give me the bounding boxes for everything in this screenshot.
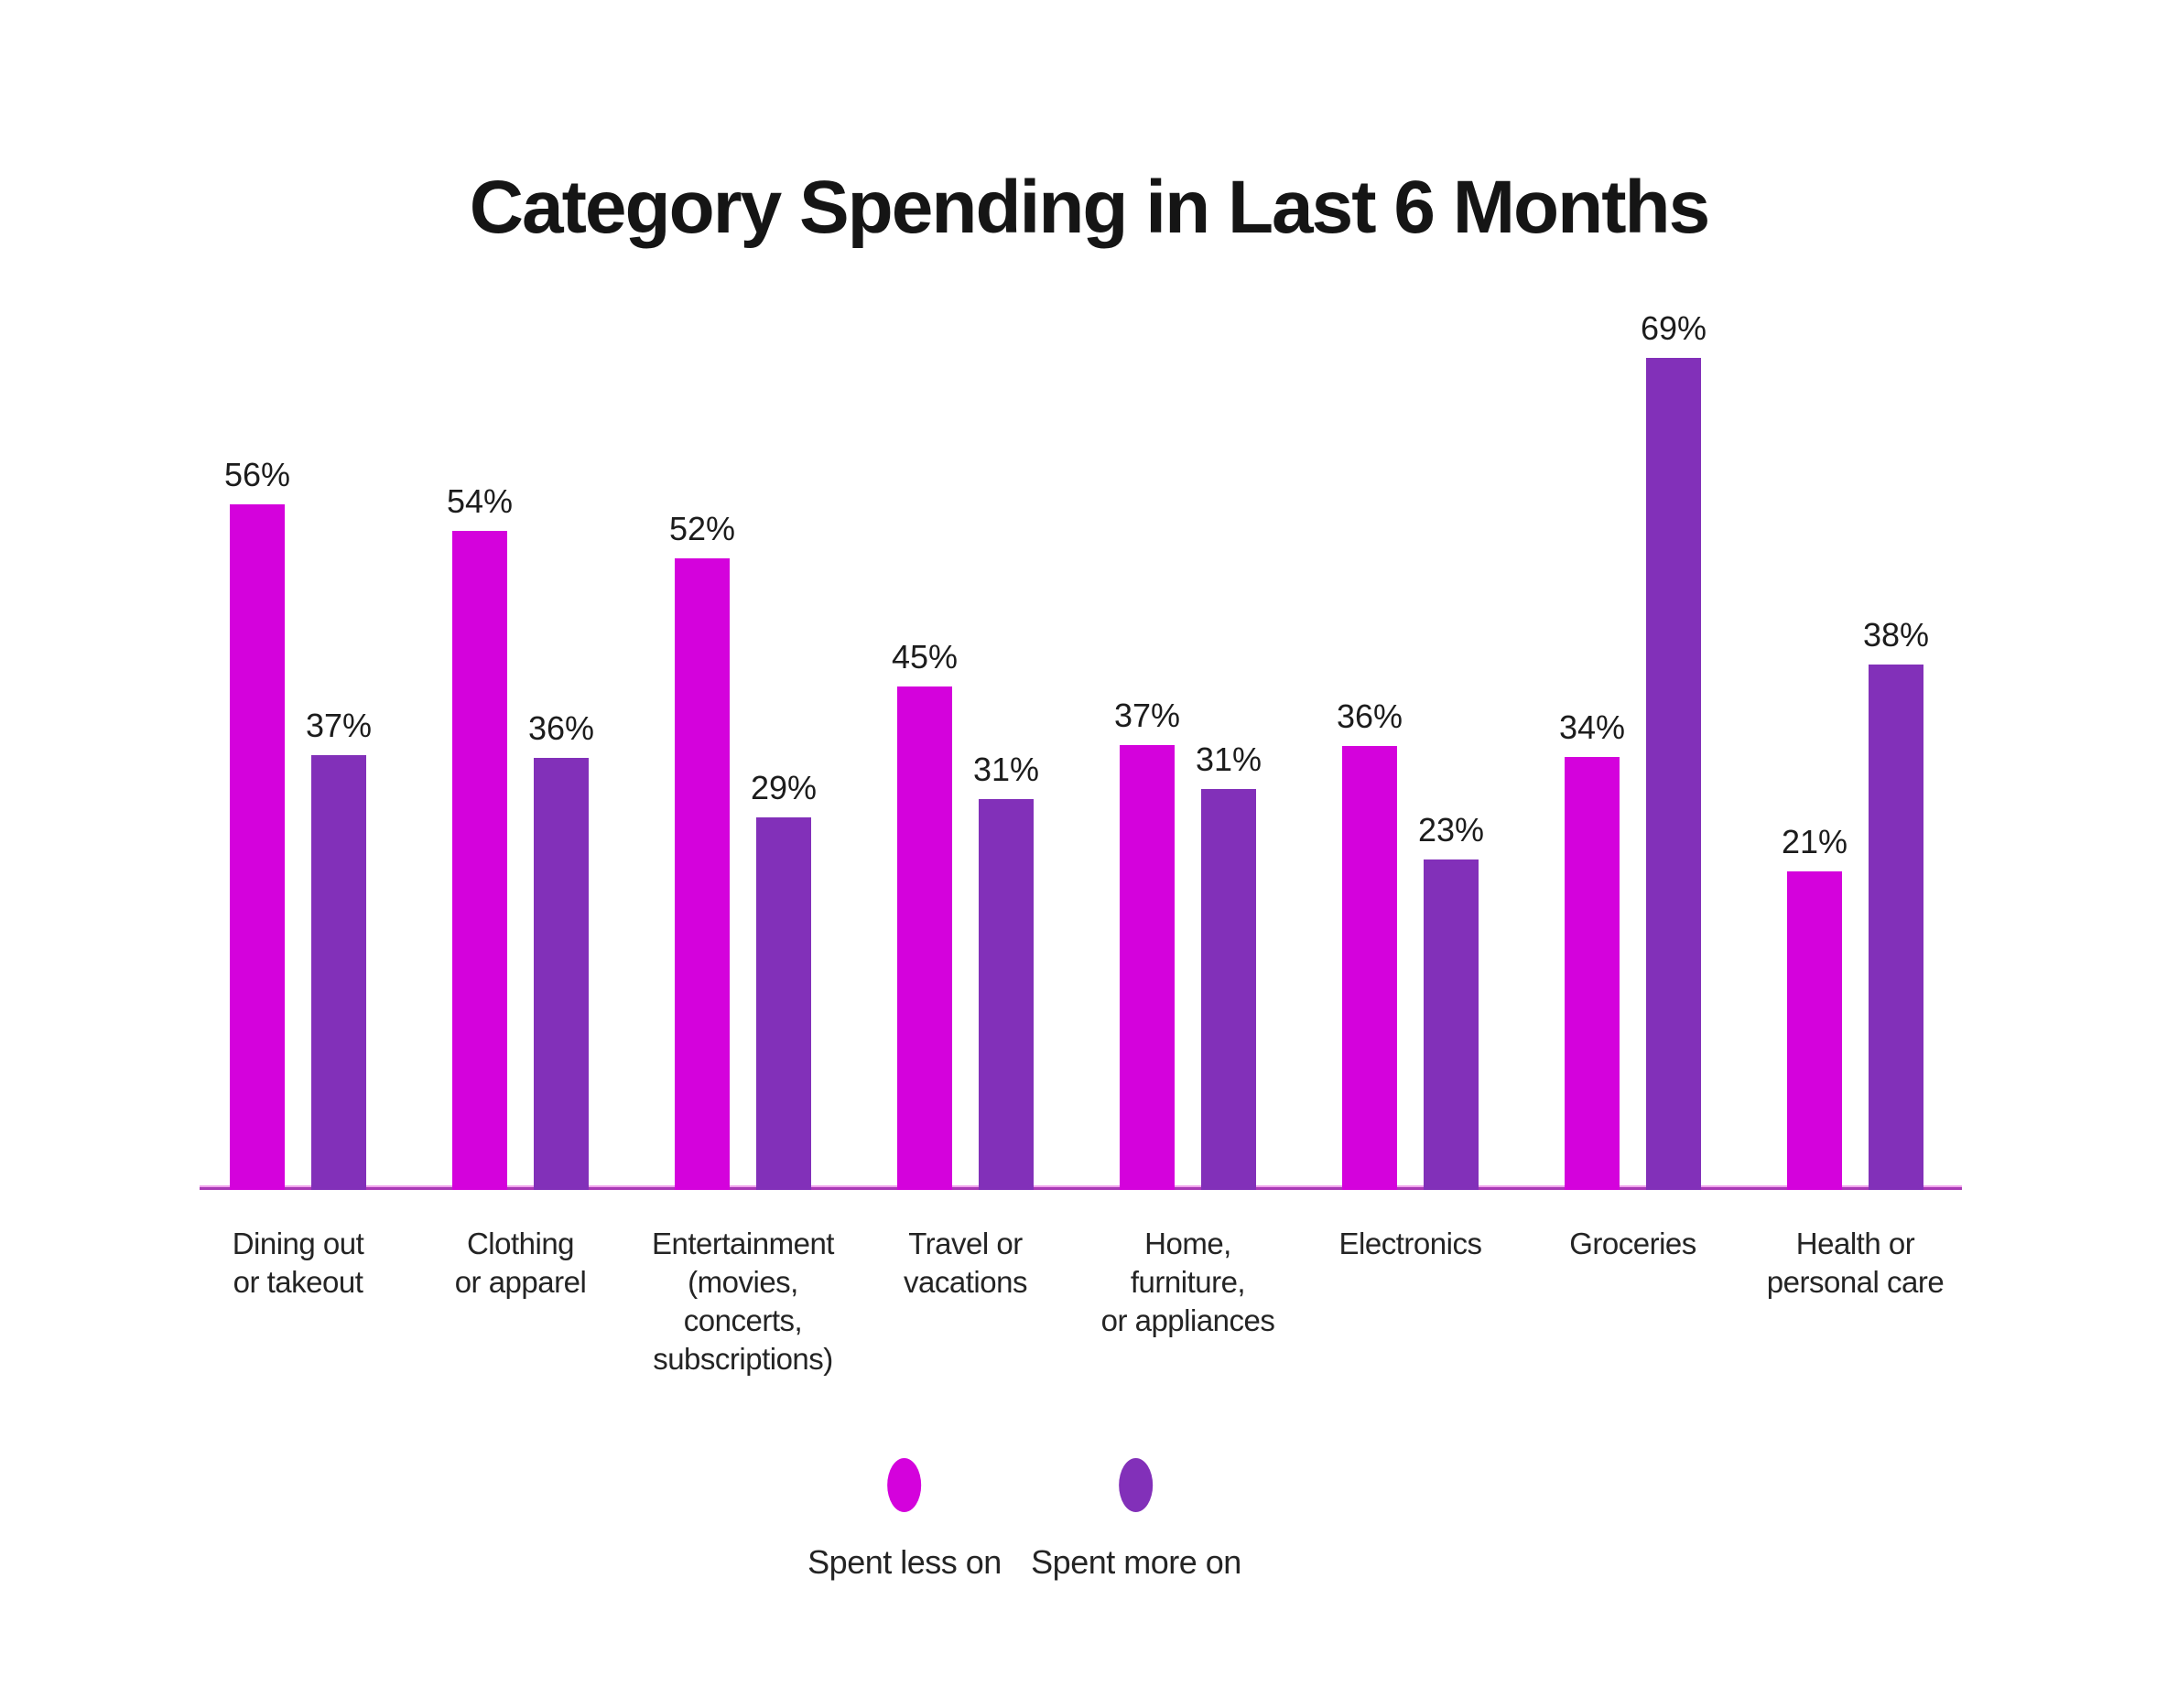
bar-spent-more-category-2	[756, 817, 811, 1190]
bar-value-label-spent-less-category-7: 21%	[1781, 823, 1848, 860]
category-label-line: Dining out	[232, 1227, 364, 1260]
bar-spent-more-category-7	[1869, 665, 1923, 1190]
category-label-line: Entertainment	[652, 1227, 834, 1260]
category-label-3: Travel or vacations	[847, 1225, 1085, 1302]
bar-spent-more-category-6	[1646, 358, 1701, 1190]
legend-item-spent-more: Spent more on	[1031, 1458, 1241, 1582]
bar-value-label-spent-more-category-7: 38%	[1862, 616, 1930, 654]
bar-spent-less-category-0	[230, 504, 285, 1190]
bar-spent-less-category-1	[452, 531, 507, 1190]
bar-value-label-spent-more-category-3: 31%	[972, 751, 1040, 788]
category-label-line: or apparel	[454, 1265, 587, 1299]
bar-spent-less-category-2	[675, 558, 730, 1190]
x-axis-line	[200, 1185, 1962, 1190]
category-label-line: concerts,	[683, 1303, 803, 1337]
category-label-line: Home,	[1144, 1227, 1231, 1260]
bar-spent-less-category-5	[1342, 746, 1397, 1190]
legend-label-spent-less: Spent less on	[807, 1543, 1002, 1581]
spent-more-swatch-icon	[1119, 1458, 1154, 1512]
category-label-2: Entertainment (movies, concerts, subscripti…	[624, 1225, 862, 1378]
category-label-7: Health or personal care	[1737, 1225, 1975, 1302]
category-label-1: Clothing or apparel	[402, 1225, 640, 1302]
bar-value-label-spent-more-category-5: 23%	[1417, 811, 1485, 849]
bar-spent-more-category-4	[1201, 789, 1256, 1190]
legend-label-spent-more: Spent more on	[1031, 1543, 1241, 1581]
category-label-6: Groceries	[1514, 1225, 1752, 1263]
bar-value-label-spent-more-category-2: 29%	[750, 769, 818, 806]
category-label-line: personal care	[1766, 1265, 1945, 1299]
category-label-line: Groceries	[1569, 1227, 1696, 1260]
bar-value-label-spent-more-category-4: 31%	[1195, 740, 1262, 778]
category-label-line: Electronics	[1338, 1227, 1482, 1260]
bar-spent-more-category-3	[979, 799, 1034, 1190]
bar-value-label-spent-less-category-0: 56%	[223, 456, 291, 493]
bar-value-label-spent-less-category-1: 54%	[446, 482, 514, 520]
category-label-0: Dining out or takeout	[179, 1225, 417, 1302]
spent-less-swatch-icon	[887, 1458, 922, 1512]
bar-value-label-spent-more-category-6: 69%	[1640, 309, 1707, 347]
bar-spent-more-category-5	[1424, 859, 1479, 1190]
bar-spent-less-category-7	[1787, 871, 1842, 1190]
category-label-line: (movies,	[688, 1265, 798, 1299]
category-label-line: vacations	[904, 1265, 1027, 1299]
legend-item-spent-less: Spent less on	[807, 1458, 1002, 1582]
bar-value-label-spent-more-category-1: 36%	[527, 709, 595, 747]
category-label-line: Health or	[1795, 1227, 1915, 1260]
bar-spent-less-category-3	[897, 686, 952, 1190]
category-label-line: or takeout	[233, 1265, 363, 1299]
category-label-line: or appliances	[1100, 1303, 1275, 1337]
bar-value-label-spent-less-category-3: 45%	[891, 638, 959, 676]
bar-spent-more-category-0	[311, 755, 366, 1190]
category-label-4: Home, furniture, or appliances	[1069, 1225, 1307, 1340]
category-label-line: Clothing	[466, 1227, 575, 1260]
bar-spent-less-category-4	[1120, 745, 1175, 1190]
bar-spent-less-category-6	[1565, 757, 1620, 1190]
bar-value-label-spent-less-category-6: 34%	[1558, 708, 1626, 746]
category-label-line: furniture,	[1130, 1265, 1246, 1299]
category-label-5: Electronics	[1292, 1225, 1530, 1263]
chart-title: Category Spending in Last 6 Months	[469, 166, 1710, 249]
bar-value-label-spent-more-category-0: 37%	[305, 707, 373, 744]
bar-value-label-spent-less-category-5: 36%	[1336, 697, 1403, 735]
bar-value-label-spent-less-category-2: 52%	[668, 510, 736, 547]
bar-value-label-spent-less-category-4: 37%	[1113, 697, 1181, 734]
bar-spent-more-category-1	[534, 758, 589, 1190]
category-label-line: subscriptions)	[653, 1342, 833, 1376]
category-label-line: Travel or	[908, 1227, 1023, 1260]
